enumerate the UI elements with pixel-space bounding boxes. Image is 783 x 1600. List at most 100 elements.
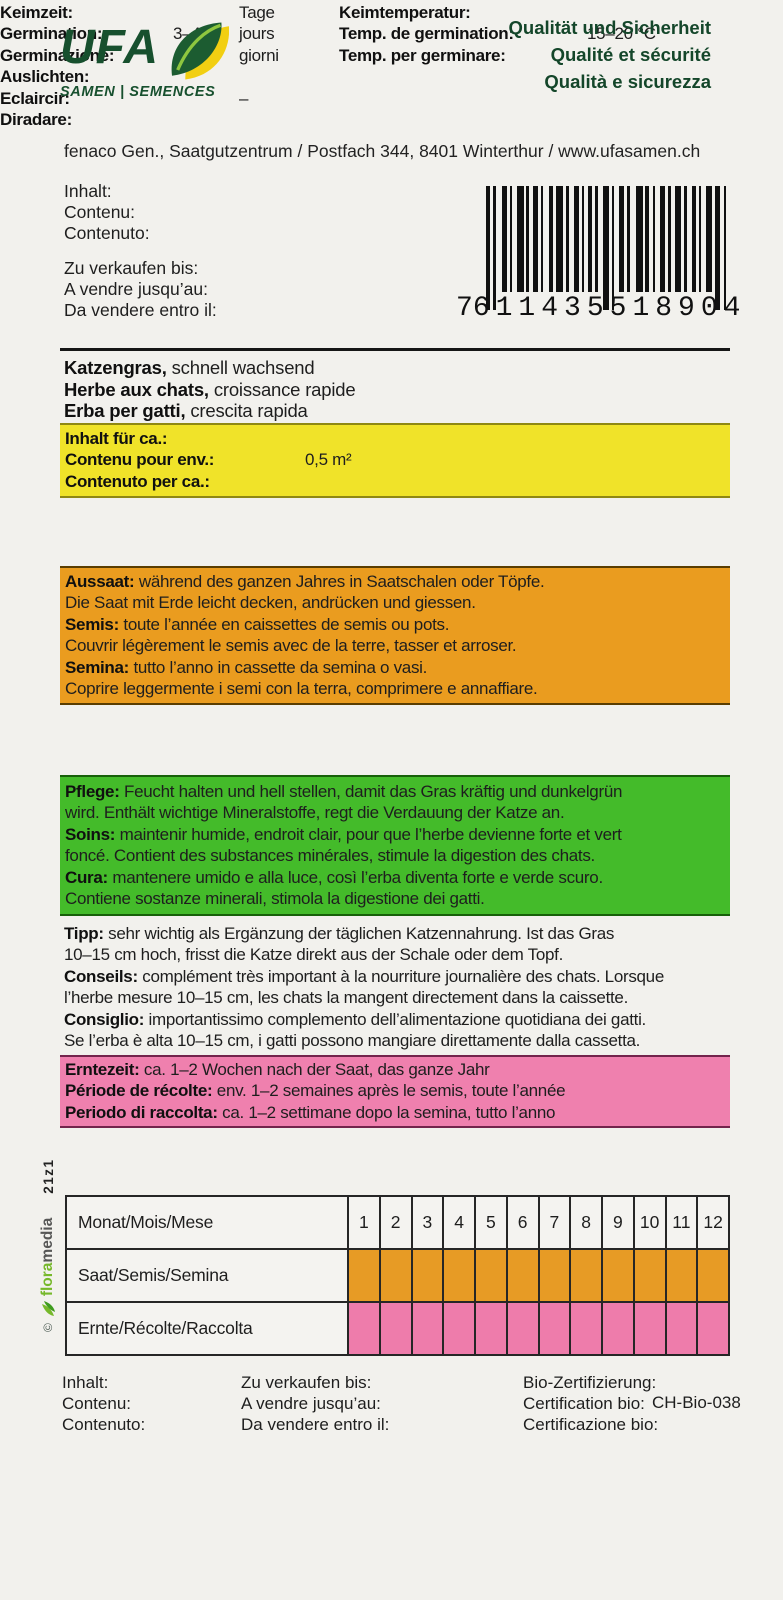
text-line: Contenu pour env.: (65, 450, 215, 470)
text-line: Semina: tutto l’anno in cassette da semi… (65, 657, 428, 677)
text-line: Inhalt: (62, 1373, 109, 1392)
text-line: Diradare: (0, 110, 72, 130)
text-line: Erba per gatti, crescita rapida (64, 400, 308, 421)
calendar-cell (632, 1303, 665, 1354)
tip-section: Tipp: sehr wichtig als Ergänzung der täg… (64, 923, 734, 1051)
germination-temp-col: 15–20 °C (587, 2, 665, 66)
calendar-cell (442, 1250, 474, 1301)
floramedia-flora: flora (39, 1262, 56, 1297)
barcode-group-2: 518904 (609, 293, 747, 324)
quality-tagline: Qualität und Sicherheit Qualité et sécuri… (509, 14, 712, 95)
text-line: Temp. per germinare: (339, 45, 506, 65)
barcode-bar (574, 186, 579, 292)
text-line: Couvrir légèrement le semis avec de la t… (65, 636, 517, 656)
text-line: Certification bio: (523, 1394, 645, 1413)
care-section: Pflege: Feucht halten und hell stellen, … (60, 775, 730, 917)
barcode-bar (502, 186, 507, 292)
germination-unit: Tage jours giorni (239, 2, 339, 66)
barcode-bar (517, 186, 524, 292)
thinning-value: – (239, 88, 249, 108)
calendar-cell (378, 1250, 411, 1301)
barcode-bar (549, 186, 553, 292)
text-line: Conseils: complément très important à la… (64, 966, 664, 986)
barcode-bar (533, 186, 538, 292)
content-amount-value: 0,5 m² (305, 450, 352, 470)
calendar-cell (601, 1303, 633, 1354)
calendar-harvest-label: Ernte/Récolte/Raccolta (78, 1318, 253, 1338)
ufa-leaf-icon (171, 22, 229, 80)
text-line: A vendre jusqu’au: (64, 279, 208, 299)
text-line: Contenuto per ca.: (65, 471, 210, 491)
calendar-cell (664, 1303, 697, 1354)
barcode-bar (692, 186, 696, 292)
text-line: A vendre jusqu’au: (241, 1394, 381, 1413)
product-title: Katzengras, schnell wachsend Herbe aux ch… (64, 357, 356, 422)
ufa-logo-subtitle: SAMEN | SEMENCES (60, 84, 216, 100)
thinning-section: Auslichten: Eclaircir: Diradare: – (0, 66, 665, 130)
barcode-bar (486, 186, 490, 310)
calendar-cell (537, 1250, 570, 1301)
calendar-cell (505, 1303, 538, 1354)
calendar-cell (410, 1250, 443, 1301)
bio-certification-value: CH-Bio-038 (652, 1393, 741, 1412)
month-header-cell: 12 (696, 1197, 728, 1248)
content-labels: Inhalt: Contenu: Contenuto: (64, 181, 150, 244)
calendar-cell (474, 1303, 506, 1354)
text-line: Contiene sostanze minerali, stimola la d… (65, 889, 485, 909)
content-amount-labels: Inhalt für ca.: Contenu pour env.: Contenu… (65, 428, 305, 492)
text-line: Certificazione bio: (523, 1415, 659, 1434)
barcode-bar (636, 186, 643, 292)
barcode-bar (541, 186, 543, 292)
text-line: Semis: toute l’année en caissettes de se… (65, 614, 450, 634)
text-line: Inhalt: (64, 181, 112, 201)
text-line: Période de récolte: env. 1–2 semaines ap… (65, 1081, 566, 1101)
month-header-cell: 4 (442, 1197, 474, 1248)
calendar-cell (601, 1250, 633, 1301)
calendar-sow-label: Saat/Semis/Semina (78, 1265, 229, 1285)
calendar-cell (696, 1250, 728, 1301)
sowing-calendar: Monat/Mois/Mese 1 2 3 4 5 6 7 8 9 10 11 12 Saat/Sem… (65, 1195, 730, 1356)
month-header-cell: 1 (347, 1197, 379, 1248)
barcode-bar (706, 186, 712, 292)
barcode-bar (675, 186, 681, 292)
text-line: Erntezeit: ca. 1–2 Wochen nach der Saat,… (65, 1060, 490, 1079)
month-header-cell: 11 (664, 1197, 697, 1248)
text-line: Qualità e sicurezza (544, 71, 711, 92)
text-line: Die Saat mit Erde leicht decken, andrück… (65, 593, 476, 613)
germination-temp-value: 15–20 °C (587, 24, 656, 44)
barcode-bars (486, 186, 728, 310)
calendar-cell (347, 1303, 379, 1354)
calendar-cell (378, 1303, 411, 1354)
text-line: Contenuto: (62, 1415, 146, 1434)
content-amount-section: Inhalt für ca.: Contenu pour env.: Contenu… (60, 423, 730, 499)
text-line: Bio-Zertifizierung: (523, 1373, 657, 1392)
barcode-bar (588, 186, 592, 292)
barcode-bar (619, 186, 624, 292)
barcode-bar (653, 186, 655, 292)
calendar-month-label: Monat/Mois/Mese (78, 1212, 214, 1232)
calendar-harvest-row: Ernte/Récolte/Raccolta (67, 1301, 728, 1354)
text-line: Germinazione: (0, 45, 115, 65)
text-line: Inhalt für ca.: (65, 429, 168, 448)
text-line: Consiglio: importantissimo complemento d… (64, 1009, 646, 1029)
barcode-bar (556, 186, 563, 292)
calendar-cell (474, 1250, 506, 1301)
copyright-symbol: © (41, 1323, 55, 1332)
sowing-section: Aussaat: während des ganzen Jahres in Sa… (60, 566, 730, 706)
month-header-cell: 5 (474, 1197, 506, 1248)
barcode-bar (699, 186, 701, 292)
footer-content-labels: Inhalt: Contenu: Contenuto: (62, 1372, 145, 1435)
text-line: l’herbe mesure 10–15 cm, les chats la ma… (64, 988, 629, 1008)
month-header-cell: 2 (378, 1197, 411, 1248)
thinning-labels: Auslichten: Eclaircir: Diradare: (0, 66, 239, 130)
floramedia-media: media (39, 1217, 56, 1263)
ufa-logo-text: UFA (60, 21, 159, 74)
text-line: Cura: mantenere umido e alla luce, così … (65, 867, 603, 887)
footer-sell-by-labels: Zu verkaufen bis: A vendre jusqu’au: Da ve… (241, 1372, 389, 1435)
thinning-value-col: – (239, 66, 248, 130)
text-line: Herbe aux chats, croissance rapide (64, 378, 356, 400)
text-line: Contenu: (64, 202, 136, 222)
text-line: Temp. de germination: (339, 24, 514, 44)
sell-by-labels: Zu verkaufen bis: A vendre jusqu’au: Da ve… (64, 258, 217, 321)
